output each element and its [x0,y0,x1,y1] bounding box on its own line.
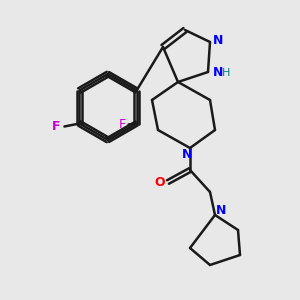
Text: H: H [222,68,230,78]
Text: F: F [119,118,126,131]
Text: F: F [52,120,61,133]
Text: O: O [155,176,165,188]
Text: N: N [213,65,223,79]
Text: N: N [216,205,226,218]
Text: N: N [182,148,192,160]
Text: N: N [213,34,223,46]
